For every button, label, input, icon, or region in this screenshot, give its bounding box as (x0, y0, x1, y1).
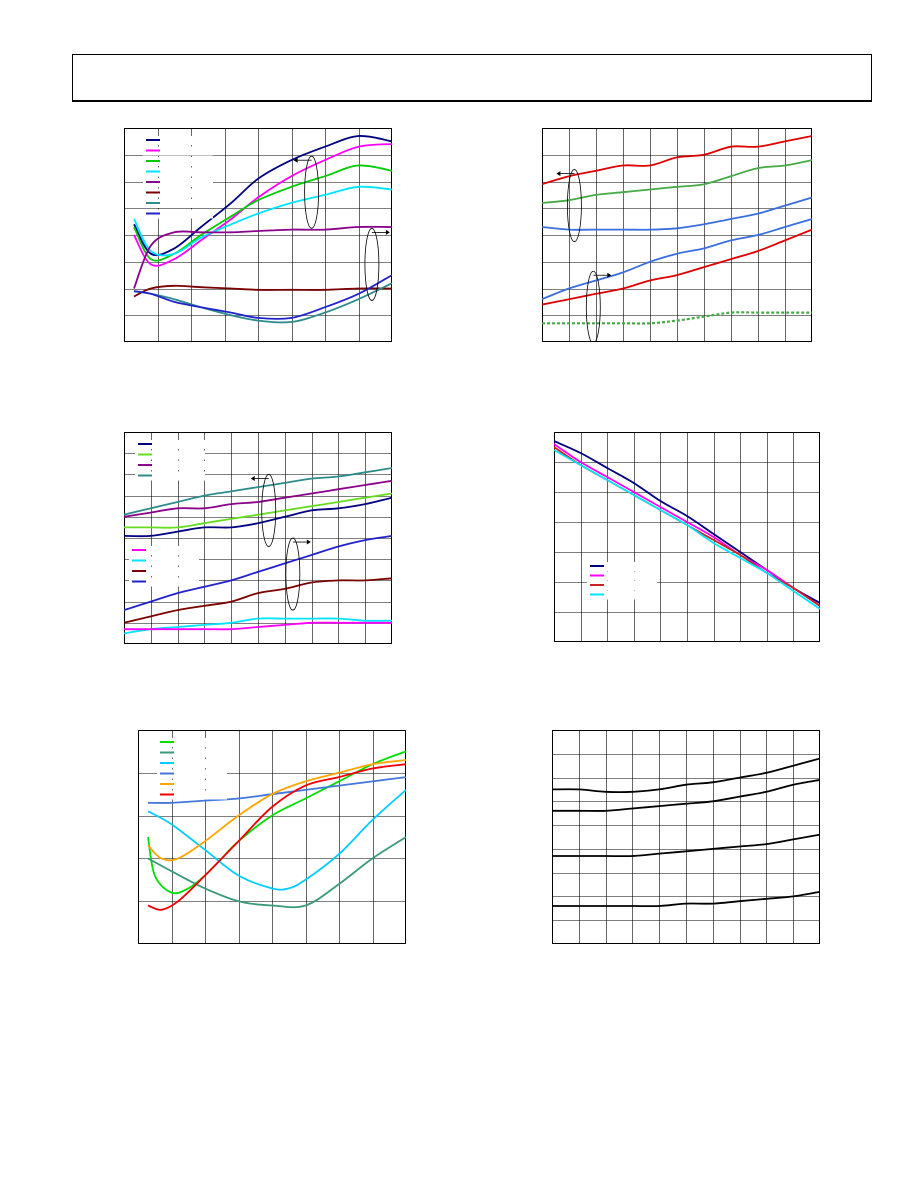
legend-background (129, 546, 199, 555)
legend-background (129, 567, 199, 576)
series-line-7 (124, 617, 392, 635)
annotation-ellipse-2 (285, 537, 301, 611)
chart-panel-5 (138, 730, 406, 944)
annotation-ellipse-1 (261, 474, 277, 547)
legend-background (135, 461, 205, 470)
series-line-3 (542, 196, 812, 231)
grid-lines (552, 730, 820, 944)
annotation-ellipse-1 (567, 169, 582, 242)
series-line-3 (552, 833, 820, 858)
series-line-2 (124, 492, 392, 529)
series-line-1 (552, 757, 820, 793)
series-line-3 (124, 479, 392, 518)
legend-background (135, 471, 205, 481)
legend-background (143, 209, 213, 219)
legend-background (135, 450, 205, 460)
legend-background (135, 440, 205, 449)
legend-background (143, 136, 213, 145)
series-line-2 (554, 443, 820, 607)
series-line-8 (133, 274, 392, 320)
series-line-2 (552, 779, 820, 812)
legend-background (143, 146, 213, 156)
series-line-4 (552, 890, 820, 908)
series-line-2 (147, 836, 406, 909)
grid-lines (138, 730, 406, 944)
legend (157, 738, 227, 800)
legend-background (157, 759, 227, 768)
series-line-1 (542, 135, 812, 186)
series-line-3 (147, 789, 406, 891)
legend-background (143, 178, 213, 187)
chart-panel-2 (542, 128, 812, 342)
plot-frame (552, 730, 820, 944)
legend (129, 440, 205, 587)
plot-frame (554, 432, 820, 642)
series-line-7 (133, 282, 392, 324)
chart-panel-6 (552, 730, 820, 944)
page-header-box (72, 54, 872, 102)
legend-background (587, 562, 657, 571)
legend-background (143, 188, 213, 198)
chart-panel-3 (124, 432, 392, 644)
legend-background (129, 577, 199, 587)
series-line-5 (133, 225, 392, 289)
chart-panel-4 (554, 432, 820, 642)
legend (143, 136, 213, 219)
series-line-5 (124, 535, 392, 611)
legend-background (157, 769, 227, 779)
annotation-ellipse-2 (585, 270, 601, 342)
annotation-ellipse-2 (364, 228, 380, 301)
chart-panel-1 (124, 128, 392, 342)
legend-background (157, 780, 227, 789)
series-line-4 (554, 449, 820, 610)
series-line-5 (147, 759, 406, 862)
legend (587, 562, 657, 600)
series-line-6 (133, 284, 392, 298)
annotation-arrowhead-1 (556, 171, 561, 177)
legend-background (157, 738, 227, 747)
series-line-1 (124, 496, 392, 538)
annotation-arrowhead-1 (293, 157, 298, 163)
series-line-5 (542, 228, 812, 306)
annotation-arrowhead-2 (306, 539, 311, 545)
series-line-8 (124, 621, 392, 631)
series-line-6 (542, 311, 812, 325)
series-line-6 (124, 577, 392, 624)
legend-background (587, 581, 657, 590)
legend-background (157, 748, 227, 758)
annotation-arrowhead-2 (385, 229, 390, 235)
legend-background (143, 157, 213, 166)
series-line-3 (133, 164, 392, 262)
series-line-4 (124, 467, 392, 516)
series-line-2 (542, 159, 812, 204)
series-line-1 (133, 135, 392, 257)
legend-background (129, 556, 199, 566)
grid-lines (542, 128, 812, 342)
series-line-6 (147, 763, 406, 911)
annotation-arrowhead-2 (607, 272, 612, 278)
annotation-arrowhead-1 (250, 475, 255, 481)
annotation-ellipse-1 (304, 155, 320, 229)
legend-background (587, 571, 657, 581)
series-line-4 (133, 185, 392, 257)
legend-background (587, 590, 657, 600)
legend-background (143, 199, 213, 208)
legend-background (157, 790, 227, 800)
plot-frame (542, 128, 812, 342)
legend-background (143, 167, 213, 177)
